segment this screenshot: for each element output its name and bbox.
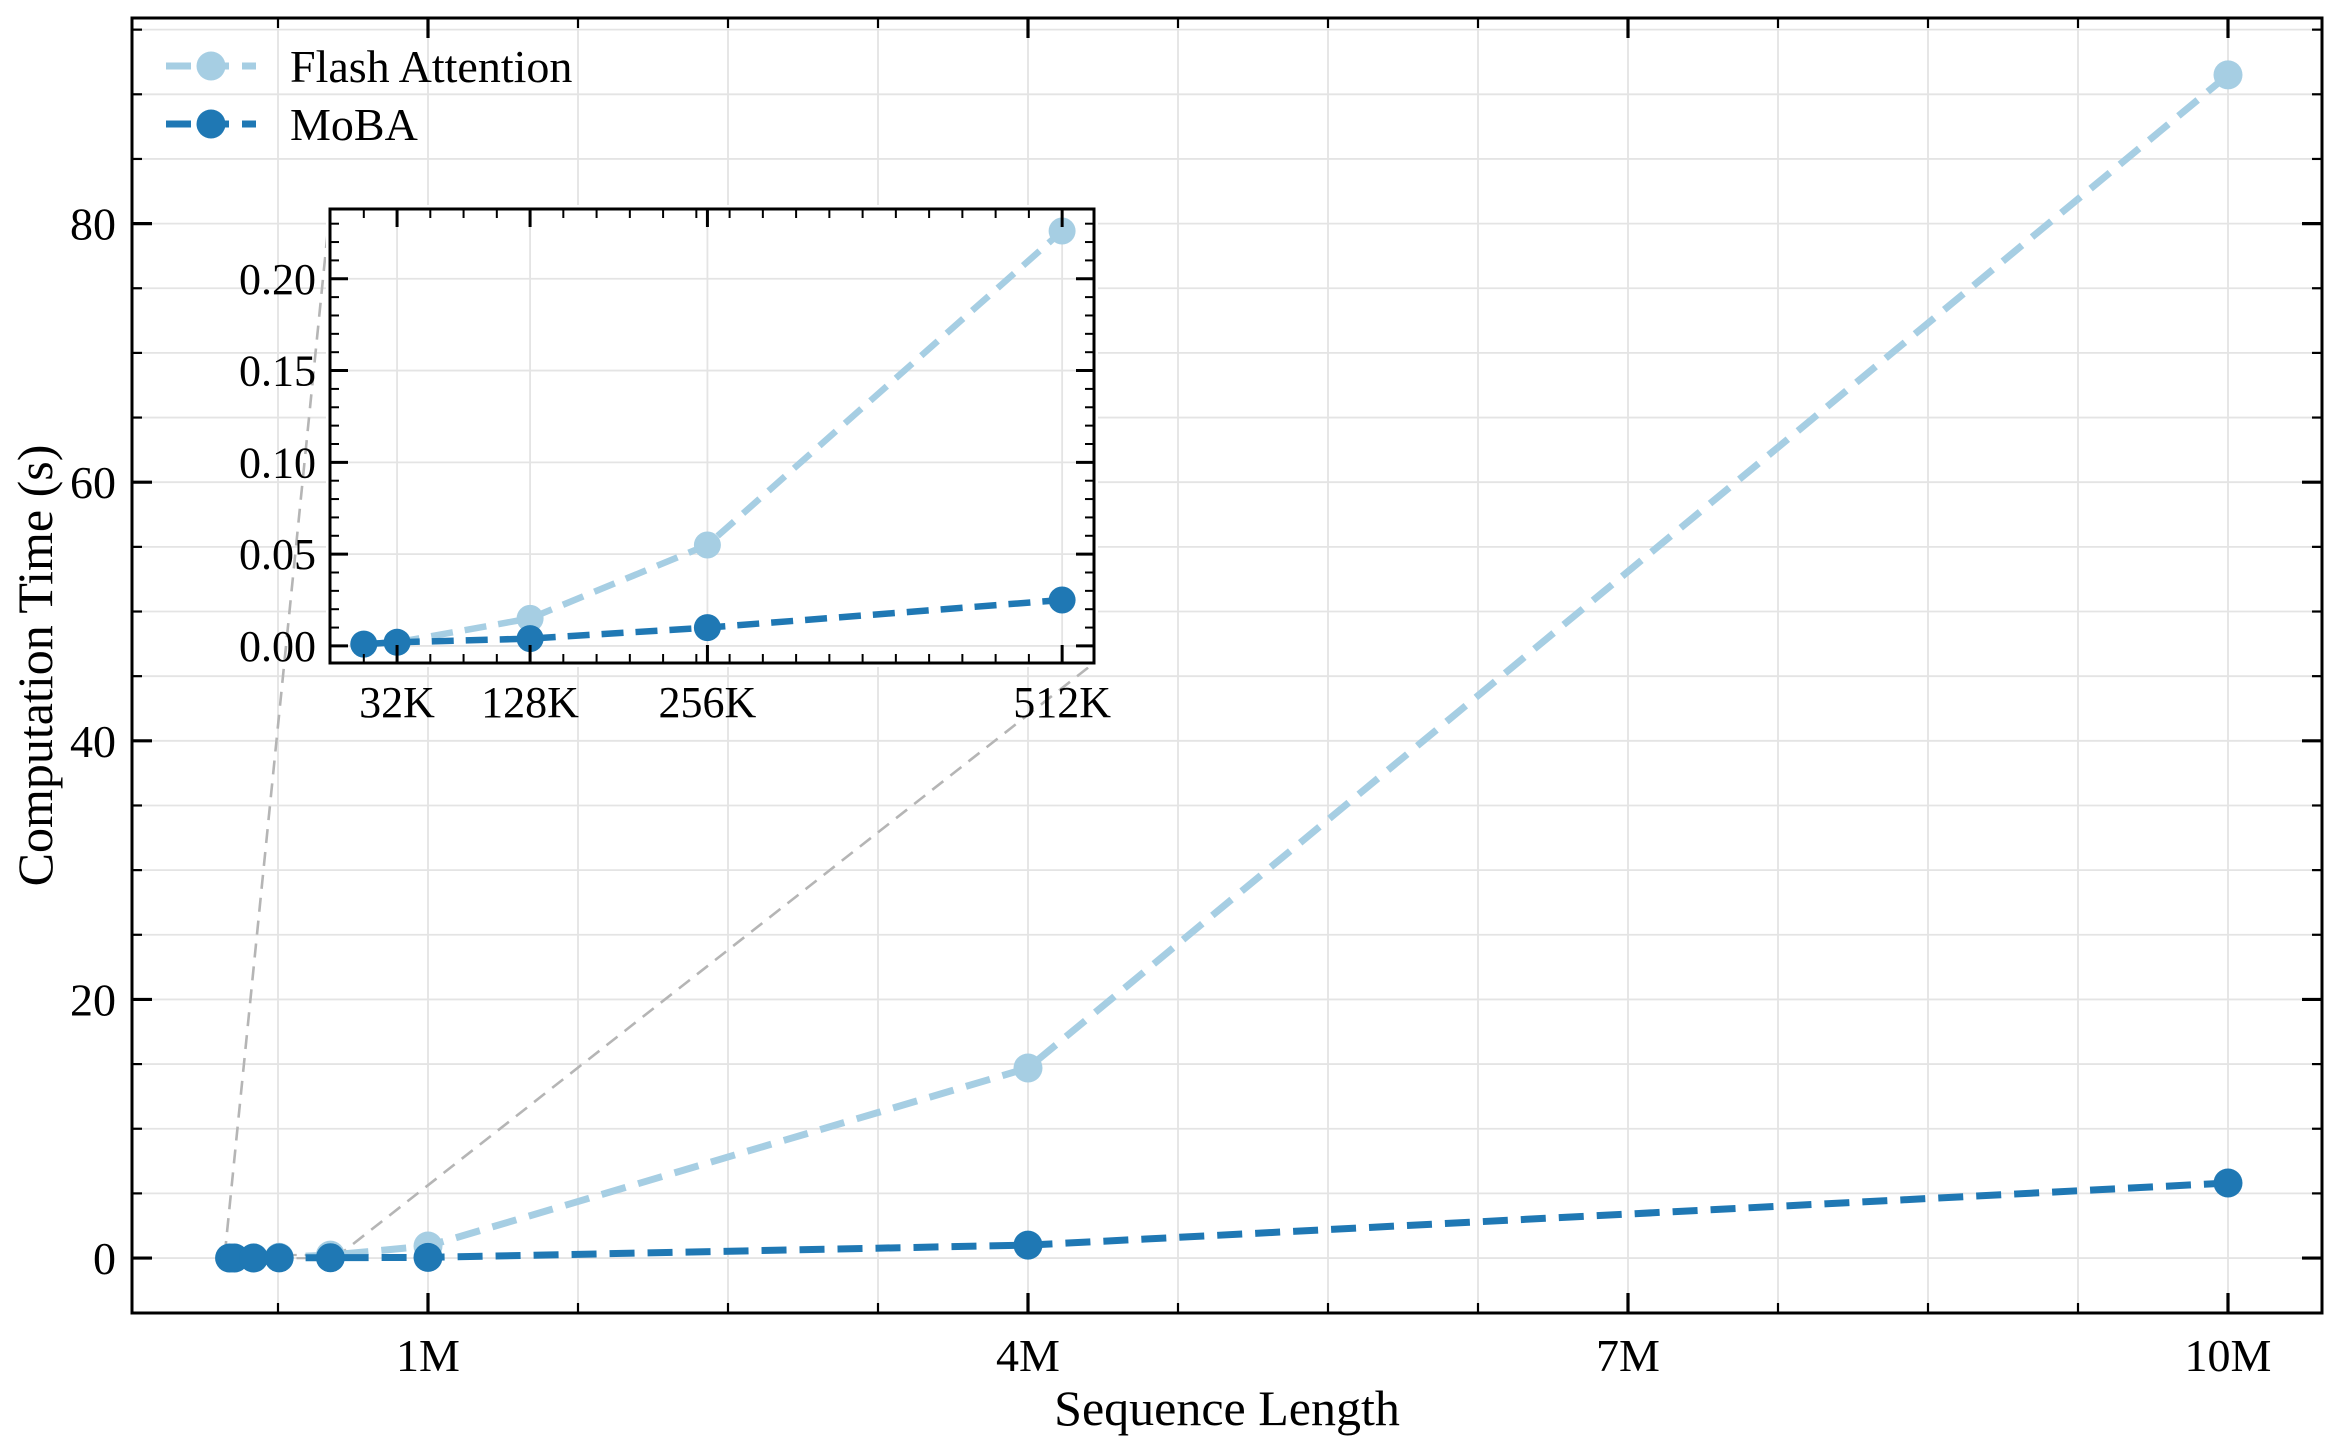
inset-y-tick-label: 0.10	[239, 438, 316, 487]
inset-tick-labels: 32K 128K 256K 512K 0.00 0.05 0.10 0.15 0.20	[239, 255, 1111, 727]
x-axis-label: Sequence Length	[1054, 1380, 1400, 1436]
legend-entry-flash-attention: Flash Attention	[166, 41, 572, 92]
inset-y-tick-label: 0.20	[239, 255, 316, 304]
inset-y-tick-label: 0.15	[239, 347, 316, 396]
inset-y-tick-label: 0.05	[239, 530, 316, 579]
y-tick-label: 80	[70, 199, 116, 250]
x-tick-label: 1M	[396, 1330, 460, 1381]
y-tick-label: 40	[70, 716, 116, 767]
legend-label: Flash Attention	[290, 41, 572, 92]
inset-x-tick-label: 256K	[659, 678, 757, 727]
series-moba	[215, 1168, 2243, 1273]
inset-x-tick-label: 32K	[359, 678, 435, 727]
y-axis-label: Computation Time (s)	[7, 445, 63, 887]
main-series	[215, 60, 2243, 1273]
legend: Flash Attention MoBA	[166, 41, 572, 150]
x-tick-label: 4M	[996, 1330, 1060, 1381]
inset-series-moba	[350, 586, 1076, 658]
legend-marker-sample	[196, 51, 226, 81]
main-gridlines	[132, 18, 2322, 1313]
inset-y-tick-label: 0.00	[239, 622, 316, 671]
zoom-connector-left	[223, 208, 332, 1256]
legend-entry-moba: MoBA	[166, 99, 418, 150]
legend-label: MoBA	[290, 99, 418, 150]
x-tick-label: 10M	[2185, 1330, 2272, 1381]
y-tick-label: 60	[70, 457, 116, 508]
y-tick-label: 0	[93, 1233, 116, 1284]
inset-axes	[326, 205, 1098, 667]
inset-x-tick-label: 128K	[481, 678, 579, 727]
main-axes	[130, 16, 2324, 1315]
y-tick-label: 20	[70, 974, 116, 1025]
legend-marker-sample	[196, 109, 226, 139]
x-tick-label: 7M	[1596, 1330, 1660, 1381]
main-tick-labels: 1M 4M 7M 10M 0 20 40 60 80	[70, 199, 2271, 1381]
inset-x-tick-label: 512K	[1013, 678, 1111, 727]
